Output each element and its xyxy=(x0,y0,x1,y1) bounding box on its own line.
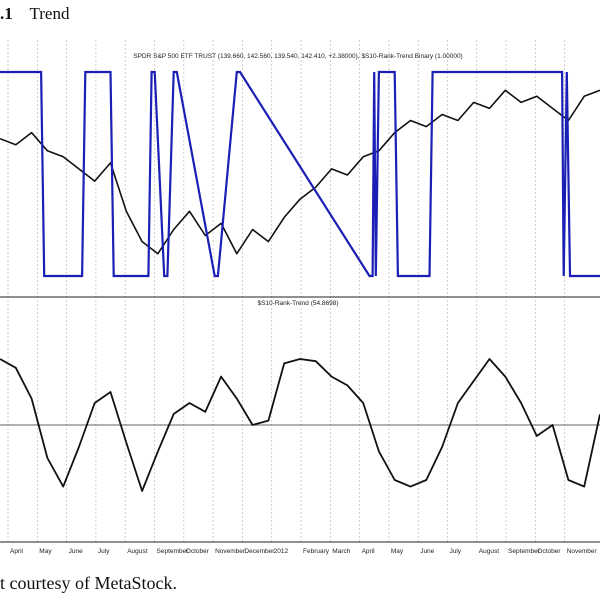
month-label: August xyxy=(479,548,499,555)
price-panel-title: SPDR S&P 500 ETF TRUST (139.660, 142.560… xyxy=(133,53,462,60)
binary-trend-line xyxy=(0,70,600,278)
month-label: June xyxy=(420,548,434,555)
figure-credit: t courtesy of MetaStock. xyxy=(0,573,177,593)
month-label: September xyxy=(508,548,541,555)
month-label: November xyxy=(215,548,246,555)
month-label: March xyxy=(332,548,350,555)
month-label: July xyxy=(450,548,462,555)
month-label: December xyxy=(244,548,275,555)
month-label: 2012 xyxy=(274,548,289,555)
rank-trend-line xyxy=(0,358,600,492)
month-label: February xyxy=(303,548,330,555)
month-label: November xyxy=(567,548,598,555)
month-label: September xyxy=(157,548,190,555)
month-label: April xyxy=(10,548,24,555)
figure-caption: .1 Trend xyxy=(0,4,69,24)
price-panel: SPDR S&P 500 ETF TRUST (139.660, 142.560… xyxy=(0,53,600,278)
price-series-line xyxy=(0,89,600,255)
month-label: August xyxy=(127,548,147,555)
figure-number: .1 xyxy=(0,4,13,23)
rank-trend-panel: $S10-Rank-Trend (54.8698) xyxy=(0,300,600,492)
month-label: October xyxy=(186,548,210,555)
month-label: June xyxy=(69,548,83,555)
month-label: October xyxy=(537,548,561,555)
metastock-chart: SPDR S&P 500 ETF TRUST (139.660, 142.560… xyxy=(0,40,600,560)
month-label: May xyxy=(391,548,404,555)
rank-trend-panel-title: $S10-Rank-Trend (54.8698) xyxy=(257,300,338,307)
month-label: April xyxy=(362,548,376,555)
figure-title: Trend xyxy=(29,4,70,23)
month-label: July xyxy=(98,548,110,555)
month-label: May xyxy=(39,548,52,555)
